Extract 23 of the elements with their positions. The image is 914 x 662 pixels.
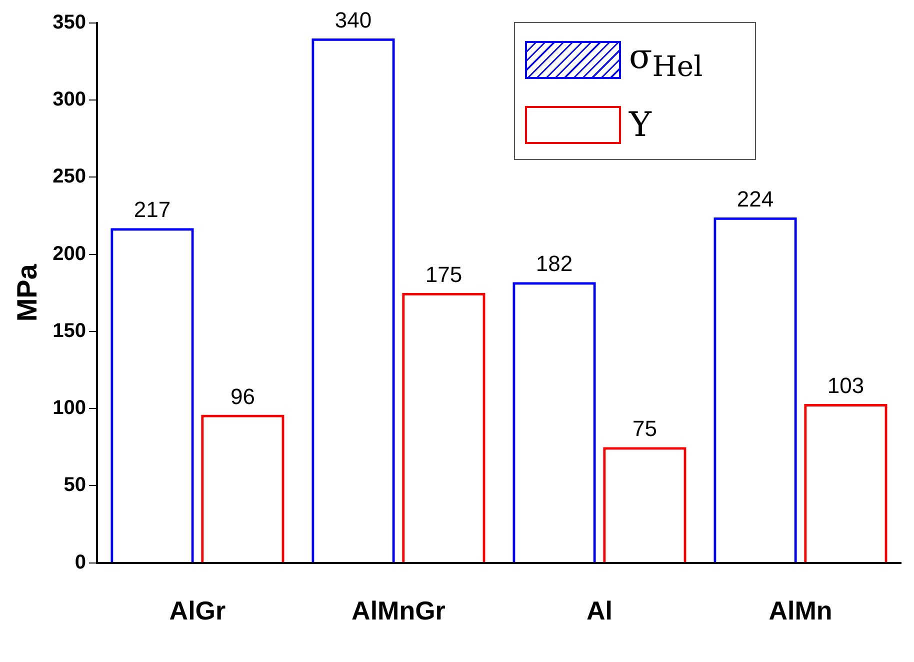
y-tick-label: 150 — [52, 320, 86, 342]
y-tick-label: 50 — [64, 474, 86, 496]
x-tick-label: AlMnGr — [352, 596, 446, 626]
data-label: 182 — [536, 251, 573, 276]
data-label: 340 — [334, 7, 372, 32]
y-tick-label: 350 — [52, 12, 86, 34]
data-label: 224 — [736, 186, 774, 212]
data-label: 103 — [827, 373, 864, 398]
y-tick-label: 100 — [52, 397, 86, 420]
data-label: 75 — [632, 416, 657, 442]
x-tick-label: AlGr — [169, 596, 226, 626]
y-tick-label: 300 — [52, 88, 86, 111]
x-tick-label: AlMn — [768, 596, 832, 626]
y-tick-label: 200 — [52, 242, 86, 265]
data-label: 217 — [134, 197, 171, 222]
y-tick-label: 0 — [74, 551, 86, 574]
y-tick-label: 250 — [52, 166, 86, 188]
legend-label: σ$_{Hel}$ — [629, 37, 703, 83]
data-label: 96 — [230, 384, 255, 409]
y-axis-title: MPa — [12, 264, 43, 322]
data-label: 175 — [425, 262, 462, 287]
legend-label: Y — [629, 104, 652, 145]
x-tick-label: Al — [586, 596, 612, 626]
